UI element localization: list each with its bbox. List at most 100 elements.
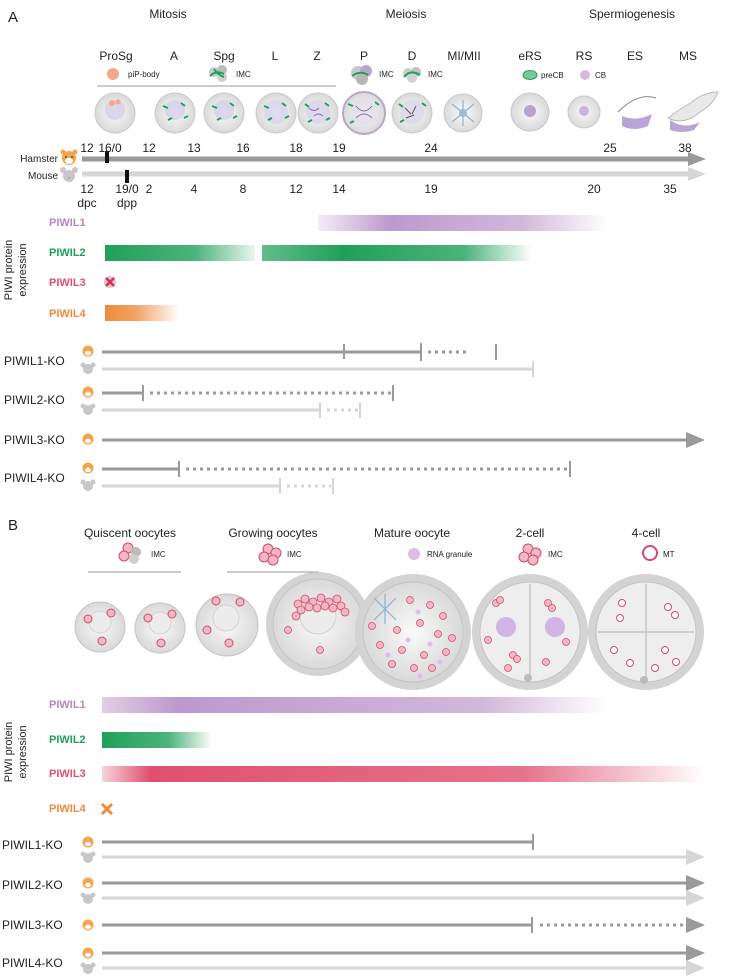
cell xyxy=(94,92,136,134)
unit-dpp: dpp xyxy=(117,196,137,210)
stage-label: MS xyxy=(679,49,697,63)
mouse-label: Mouse xyxy=(28,171,58,182)
stage-label: RS xyxy=(576,49,593,63)
cell xyxy=(567,95,601,129)
rna-granule-icon xyxy=(408,548,420,560)
knockout-rows-a: PIWIL1-KO PIWIL2-KO PIWIL3-KO PIWIL4-KO xyxy=(4,343,705,494)
mouse-icon xyxy=(80,362,96,374)
phase-headers-a: Mitosis Meiosis Spermiogenesis xyxy=(97,7,705,25)
hamster-tick: 18 xyxy=(289,141,303,155)
imc-icon xyxy=(118,542,141,564)
mouse-tick: 2 xyxy=(146,182,153,196)
ko-label: PIWIL1-KO xyxy=(2,838,63,852)
stage-label: Mature oocyte xyxy=(374,526,450,540)
piwil1-expression-bar xyxy=(102,697,607,713)
cell xyxy=(134,602,186,654)
hamster-tick: 12 xyxy=(142,141,156,155)
mt-icon xyxy=(642,545,658,561)
cell xyxy=(510,92,550,132)
hamster-tick: 13 xyxy=(187,141,201,155)
mouse-tick: 8 xyxy=(240,182,247,196)
hamster-icon xyxy=(82,877,94,889)
mouse-tick: 35 xyxy=(663,182,677,196)
stage-label: MI/MII xyxy=(447,49,480,63)
stage-label: Spg xyxy=(213,49,234,63)
legend-rna: RNA granule xyxy=(427,550,473,559)
precb-icon xyxy=(522,70,538,80)
hamster-icon xyxy=(82,433,94,445)
legend-imc1: IMC xyxy=(151,550,166,559)
cell xyxy=(255,92,297,134)
cell xyxy=(391,92,433,134)
stage-label: A xyxy=(170,49,178,63)
hamster-tick: 25 xyxy=(603,141,617,155)
hamster-icon xyxy=(82,836,94,848)
piwil4-absent-icon xyxy=(100,802,114,816)
legend-imc2: IMC xyxy=(287,550,302,559)
legend-imc: IMC xyxy=(428,70,443,79)
hamster-tick: 12 xyxy=(80,141,94,155)
cell xyxy=(667,91,719,132)
knockout-rows-b: PIWIL1-KO PIWIL2-KO PIWIL3-KO PIWIL4-KO xyxy=(2,834,705,976)
imc-icon xyxy=(403,67,421,83)
hamster-icon xyxy=(60,149,78,165)
cell xyxy=(342,91,386,135)
protein-piwil3: PIWIL3 xyxy=(49,277,86,289)
pip-body-icon xyxy=(107,68,119,80)
ko-label: PIWIL3-KO xyxy=(2,918,63,932)
piwil2-expression-bar xyxy=(105,245,255,261)
unit-dpc: dpc xyxy=(77,196,96,210)
hamster-label: Hamster xyxy=(20,154,58,165)
ko-label: PIWIL2-KO xyxy=(2,878,63,892)
hamster-tick: 16 xyxy=(236,141,250,155)
legend-a: piP-body IMC IMC IMC preCB CB xyxy=(97,65,606,87)
cell xyxy=(443,93,483,133)
panel-a-letter: A xyxy=(8,9,18,26)
protein-piwil2: PIWIL2 xyxy=(49,247,86,259)
ko-label: PIWIL3-KO xyxy=(4,433,65,447)
expression-bars-a xyxy=(104,215,608,321)
cb-icon xyxy=(580,70,590,80)
ko-label: PIWIL2-KO xyxy=(4,393,65,407)
piwil2-expression-bar xyxy=(262,245,532,261)
stage-label: Z xyxy=(313,49,320,63)
piwil3-absent-icon xyxy=(104,276,116,288)
mouse-tick: 12 xyxy=(289,182,303,196)
cell xyxy=(74,601,126,653)
stage-label: P xyxy=(360,49,368,63)
protein-piwil1: PIWIL1 xyxy=(49,217,86,229)
cell xyxy=(154,92,196,134)
expression-axis-line1: PIWI protein xyxy=(3,240,15,301)
hamster-icon xyxy=(82,947,94,959)
mouse-tick: 19/0 xyxy=(115,182,139,196)
stage-labels-a: ProSg A Spg L Z P D MI/MII eRS RS ES MS xyxy=(99,49,697,63)
oocytes-b xyxy=(74,572,704,690)
cell xyxy=(355,574,471,690)
cell xyxy=(266,572,370,676)
mouse-tick: 14 xyxy=(332,182,346,196)
protein-piwil2: PIWIL2 xyxy=(49,734,86,746)
protein-piwil4: PIWIL4 xyxy=(49,803,87,815)
cell xyxy=(588,574,704,690)
protein-piwil3: PIWIL3 xyxy=(49,768,86,780)
stage-labels-b: Quiscent oocytes Growing oocytes Mature … xyxy=(84,526,660,540)
stage-label: eRS xyxy=(518,49,541,63)
timeline-a: Hamster Mouse 12 16/0 12 13 16 18 19 24 … xyxy=(20,141,706,210)
birth-marker-hamster xyxy=(105,151,109,163)
hamster-tick: 16/0 xyxy=(98,141,122,155)
piwil1-expression-bar xyxy=(318,215,608,231)
protein-piwil4: PIWIL4 xyxy=(49,308,87,320)
mouse-tick: 4 xyxy=(191,182,198,196)
protein-labels-a: PIWIL1 PIWIL2 PIWIL3 PIWIL4 xyxy=(49,217,87,320)
expression-axis-a: PIWI protein expression xyxy=(3,240,29,301)
ko-label: PIWIL4-KO xyxy=(4,471,65,485)
piwil4-expression-bar xyxy=(105,305,180,321)
stage-label: 4-cell xyxy=(632,526,661,540)
phase-mitosis: Mitosis xyxy=(149,7,186,21)
piwil3-expression-bar xyxy=(102,766,705,782)
expression-axis-b: PIWI protein expression xyxy=(3,722,29,783)
cell xyxy=(195,593,259,657)
ko-species-icons-a xyxy=(80,345,96,491)
stage-label: Quiscent oocytes xyxy=(84,526,176,540)
